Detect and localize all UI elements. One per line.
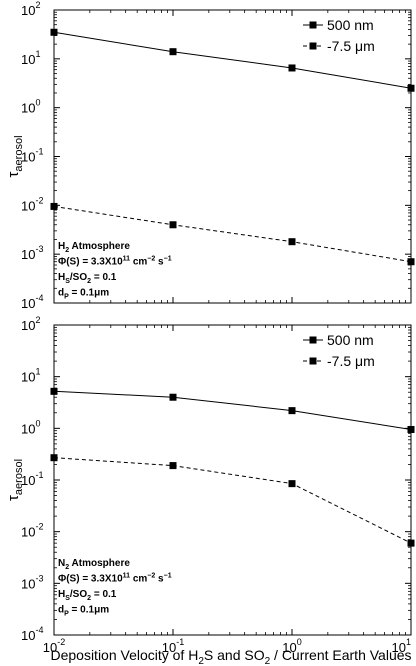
y-tick-label: 100 <box>21 98 40 116</box>
data-point <box>50 387 58 395</box>
annotation-ratio: HS/SO2 = 0.1 <box>58 272 117 285</box>
x-tick-label: 10-1 <box>162 637 184 655</box>
annotation-flux: Φ(S) = 3.3X1011 cm−2 s−1 <box>58 256 172 268</box>
y-tick-label: 10-4 <box>21 625 43 643</box>
annotation-particle-size: dP = 0.1μm <box>58 605 109 618</box>
data-point <box>288 480 296 488</box>
x-tick-label: 101 <box>392 637 411 655</box>
y-tick-label: 10-4 <box>21 293 43 311</box>
series-line <box>53 457 412 544</box>
legend-label: 500 nm <box>327 332 374 348</box>
series-line <box>53 390 412 430</box>
x-axis-label: Deposition Velocity of H2S and SO2 / Cur… <box>50 647 411 666</box>
annotation-flux: Φ(S) = 3.3X1011 cm−2 s−1 <box>58 573 172 585</box>
y-tick-label: 10-3 <box>21 573 43 591</box>
series-line <box>53 205 412 263</box>
data-point <box>407 258 415 266</box>
data-point <box>288 238 296 246</box>
annotation-ratio: HS/SO2 = 0.1 <box>58 589 117 602</box>
y-tick-label: 100 <box>21 418 40 436</box>
y-tick-label: 102 <box>21 0 40 18</box>
legend-marker <box>309 336 317 344</box>
legend-label: 500 nm <box>327 17 374 33</box>
top-panel: 10-4 10-3 10-2 10-1 100 101 102 τaerosol 500 nm -… <box>5 0 415 311</box>
y-tick-label: 101 <box>21 367 40 385</box>
legend-marker <box>309 357 317 365</box>
data-point <box>169 48 177 56</box>
data-point <box>50 28 58 36</box>
legend-label: -7.5 μm <box>327 38 375 54</box>
y-tick-label: 10-2 <box>21 522 43 540</box>
data-point <box>407 84 415 92</box>
x-tick-label: 100 <box>282 637 301 655</box>
legend-marker <box>309 42 317 50</box>
y-tick-label: 101 <box>21 49 40 67</box>
data-point <box>407 539 415 547</box>
data-point <box>50 202 58 210</box>
y-tick-label: 10-2 <box>21 195 43 213</box>
data-point <box>407 425 415 433</box>
legend-label: -7.5 μm <box>327 353 375 369</box>
y-tick-label: 102 <box>21 315 40 333</box>
annotation-particle-size: dP = 0.1μm <box>58 288 109 301</box>
data-point <box>288 407 296 415</box>
x-tick-label: 10-2 <box>43 637 65 655</box>
data-point <box>169 462 177 470</box>
y-tick-label: 10-3 <box>21 244 43 262</box>
data-point <box>50 454 58 462</box>
data-point <box>169 393 177 401</box>
annotation-atmosphere: N2 Atmosphere <box>58 558 130 571</box>
y-axis-label: τaerosol <box>5 135 25 177</box>
legend-marker <box>309 21 317 29</box>
bottom-panel: 10-4 10-3 10-2 10-1 100 101 102 10-2 10-1 100 101 τ… <box>5 315 415 655</box>
annotation-atmosphere: H2 Atmosphere <box>58 241 130 254</box>
data-point <box>288 64 296 72</box>
y-tick-label: 10-1 <box>21 470 43 488</box>
y-axis-label: τaerosol <box>5 459 25 501</box>
y-tick-label: 10-1 <box>21 147 43 165</box>
series-line <box>53 31 412 89</box>
data-point <box>169 221 177 229</box>
